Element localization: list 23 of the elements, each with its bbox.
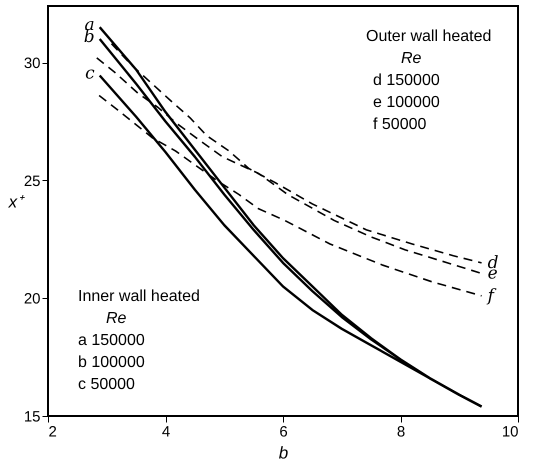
series-label: c bbox=[85, 64, 96, 84]
annotation: a 150000 bbox=[78, 332, 145, 349]
annotation: Outer wall heated bbox=[366, 28, 492, 45]
annotation: Re bbox=[106, 310, 127, 327]
annotation: c 50000 bbox=[78, 376, 136, 393]
y-tick-label: 30 bbox=[24, 55, 40, 72]
y-axis-title: x⁺ bbox=[8, 192, 26, 212]
x-axis-title: b bbox=[278, 444, 288, 462]
annotation: b 100000 bbox=[78, 354, 145, 371]
y-tick-label: 20 bbox=[24, 290, 40, 308]
annotation: Inner wall heated bbox=[78, 288, 200, 305]
annotation: d 150000 bbox=[373, 72, 440, 89]
x-tick-label: 6 bbox=[279, 424, 288, 440]
y-tick-label: 25 bbox=[24, 172, 40, 190]
series-label: f bbox=[486, 286, 497, 306]
annotation: e 100000 bbox=[373, 94, 440, 111]
annotation: Re bbox=[401, 50, 422, 67]
y-tick-label: 15 bbox=[24, 408, 40, 426]
x-tick-label: 8 bbox=[396, 424, 406, 440]
x-tick-label: 2 bbox=[48, 424, 57, 440]
x-tick-label: 10 bbox=[502, 424, 518, 440]
x-tick-label: 4 bbox=[162, 424, 170, 440]
annotation: f 50000 bbox=[373, 116, 426, 133]
